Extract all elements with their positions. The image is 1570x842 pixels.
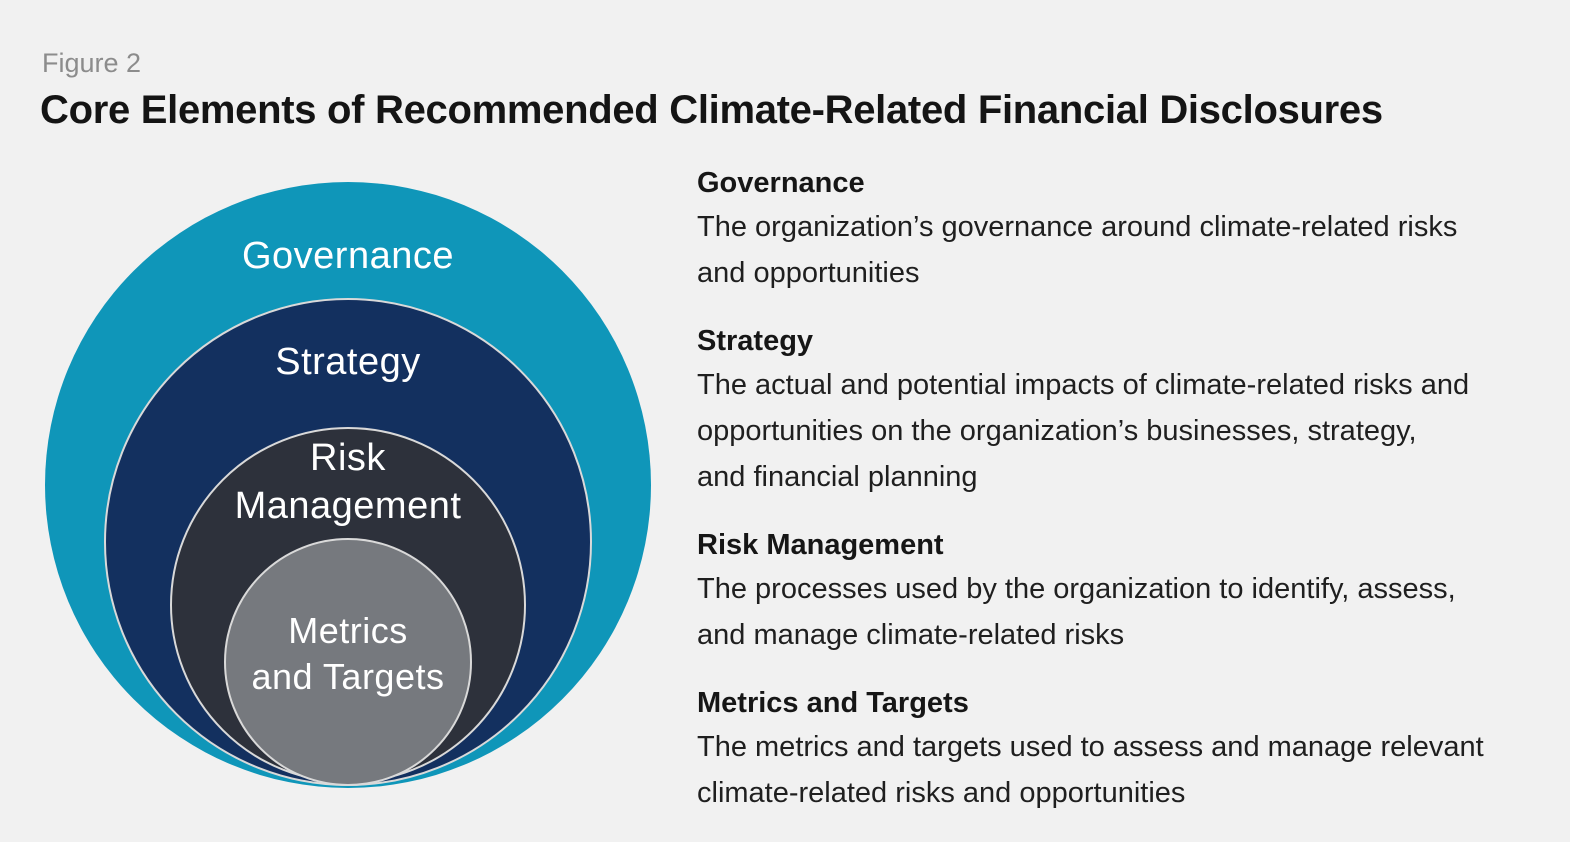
- governance-body-line-2: and opportunities: [697, 257, 920, 289]
- risk-management-label-line-2: Management: [234, 485, 462, 527]
- figure-label: Figure 2: [42, 48, 142, 78]
- metrics-and-targets-circle-label: Metrics and Targets: [224, 608, 472, 700]
- metrics-and-targets-label-line-1: Metrics: [288, 610, 408, 651]
- strategy-body-line-2: opportunities on the organization’s busi…: [697, 415, 1417, 447]
- risk-management-body-line-1: The processes used by the organization t…: [697, 573, 1456, 605]
- metrics-and-targets-body-line-1: The metrics and targets used to assess a…: [697, 731, 1484, 763]
- metrics-and-targets-body-line-2: climate-related risks and opportunities: [697, 777, 1186, 809]
- risk-management-heading: Risk Management: [697, 529, 944, 561]
- risk-management-description: Risk Management The processes used by th…: [697, 524, 1542, 658]
- governance-body-line-1: The organization’s governance around cli…: [697, 211, 1458, 243]
- metrics-and-targets-label-line-2: and Targets: [251, 656, 445, 697]
- strategy-body-line-3: and financial planning: [697, 461, 978, 493]
- governance-heading: Governance: [697, 167, 865, 199]
- strategy-body-line-1: The actual and potential impacts of clim…: [697, 369, 1470, 401]
- strategy-heading: Strategy: [697, 325, 814, 357]
- descriptions-column: Governance The organization’s governance…: [697, 162, 1542, 840]
- metrics-and-targets-description: Metrics and Targets The metrics and targ…: [697, 682, 1542, 816]
- risk-management-label-line-1: Risk: [310, 437, 386, 479]
- risk-management-body-line-2: and manage climate-related risks: [697, 619, 1125, 651]
- risk-management-circle-label: Risk Management: [170, 434, 526, 530]
- governance-circle-label: Governance: [241, 235, 454, 277]
- governance-description: Governance The organization’s governance…: [697, 162, 1542, 296]
- metrics-and-targets-heading: Metrics and Targets: [697, 687, 969, 719]
- figure-title: Core Elements of Recommended Climate-Rel…: [40, 88, 1383, 132]
- strategy-description: Strategy The actual and potential impact…: [697, 320, 1542, 500]
- strategy-circle-label: Strategy: [275, 341, 421, 383]
- metrics-and-targets-circle: [224, 538, 472, 786]
